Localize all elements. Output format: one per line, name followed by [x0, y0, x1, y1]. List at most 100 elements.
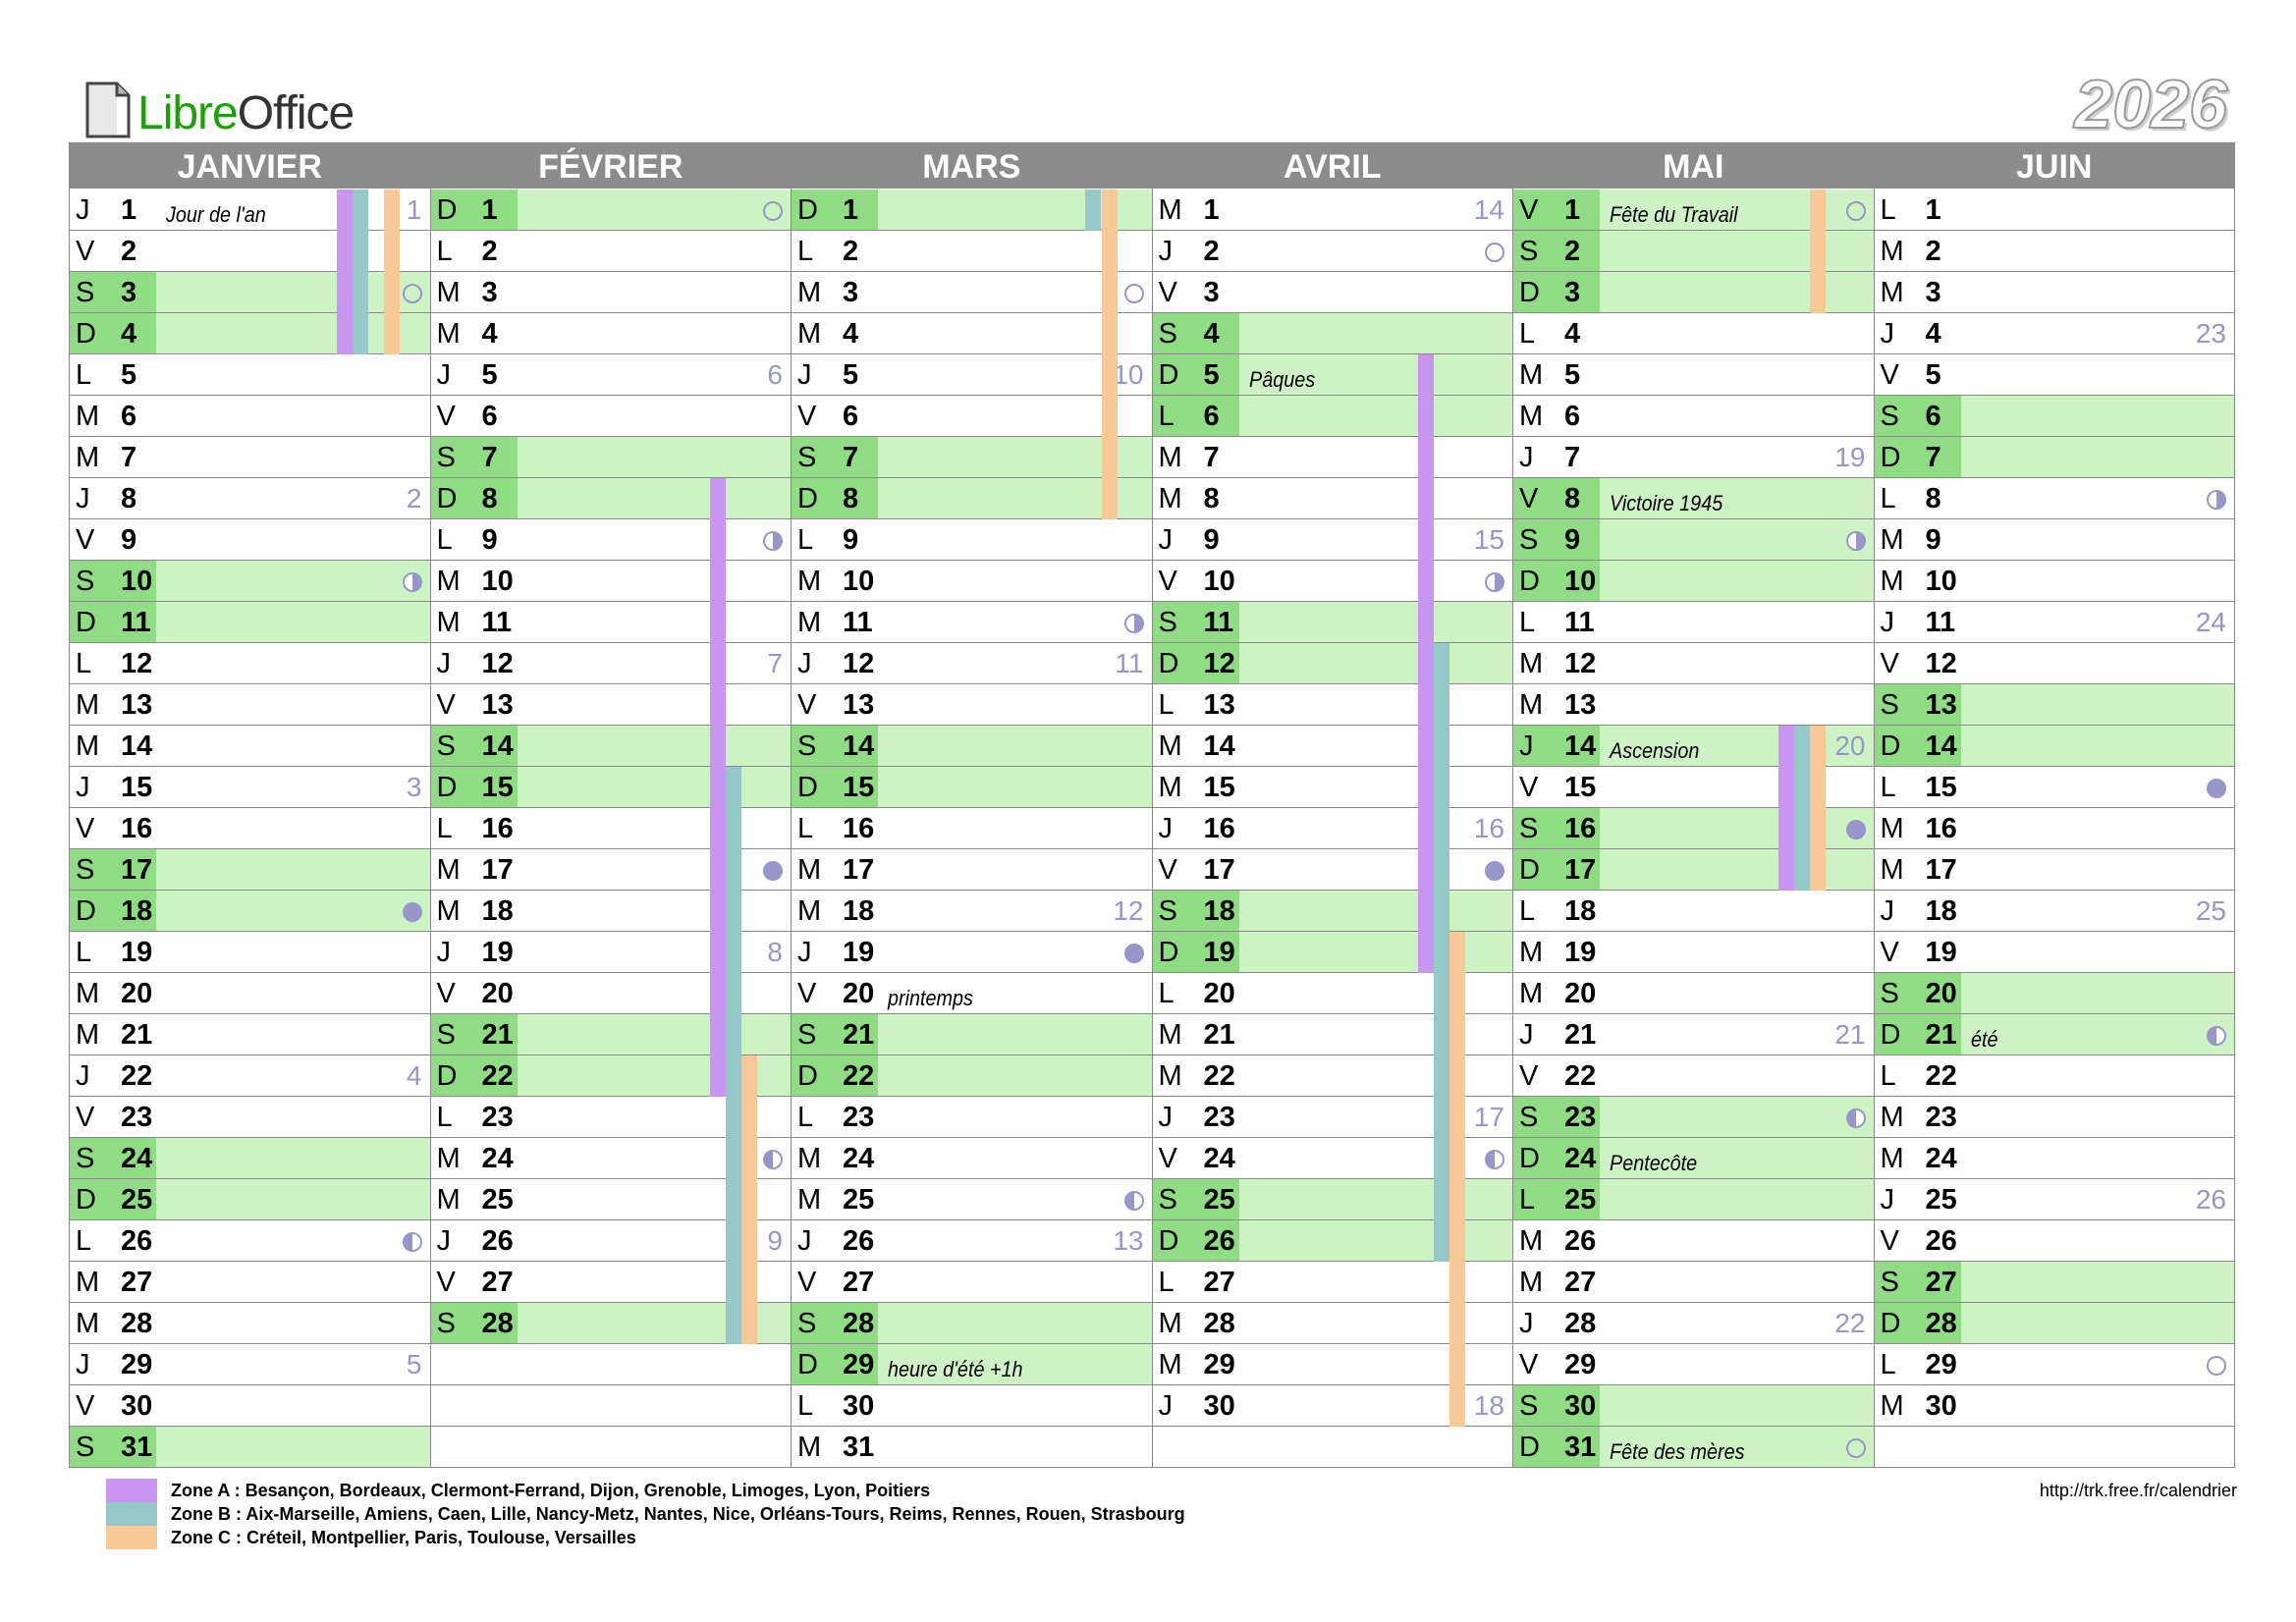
- zone-b-bar: [1794, 849, 1810, 891]
- weekday-letter: J: [797, 648, 812, 679]
- weekend-day-shade: [1152, 396, 1239, 436]
- week-number: 14: [1473, 194, 1504, 225]
- day-number: 16: [843, 813, 875, 844]
- day-number: 7: [843, 442, 859, 473]
- zone-b-bar: [725, 849, 741, 891]
- weekend-day-shade: [1513, 1427, 1600, 1467]
- event-label: Fête des mères: [1610, 1439, 1745, 1464]
- weekend-day-shade: [70, 313, 156, 353]
- weekend-day-shade: [792, 1055, 878, 1096]
- weekday-letter: S: [1158, 895, 1177, 927]
- day-number: 28: [1925, 1308, 1957, 1339]
- day-number: 1: [1564, 194, 1581, 226]
- weekend-day-shade: [1152, 1220, 1239, 1261]
- day-row: M 18 12: [792, 891, 1152, 932]
- weekday-letter: M: [1880, 524, 1904, 556]
- day-number: 24: [121, 1143, 153, 1174]
- day-number: 30: [1564, 1390, 1597, 1422]
- weekday-letter: V: [797, 401, 817, 432]
- day-row: V 17: [1152, 849, 1512, 891]
- legend-swatch-a: [106, 1479, 157, 1502]
- zone-c-bar: [740, 1220, 757, 1262]
- new-moon-icon: [763, 201, 783, 221]
- weekday-letter: S: [436, 730, 456, 762]
- day-row: M 13: [70, 684, 430, 726]
- zone-a-bar: [1778, 808, 1794, 849]
- day-number: 23: [1203, 1102, 1235, 1133]
- weekend-day-shade: [430, 1303, 518, 1343]
- weekday-letter: J: [1158, 1102, 1174, 1133]
- weekday-letter: D: [436, 483, 458, 514]
- weekday-letter: S: [436, 1019, 456, 1051]
- day-number: 29: [843, 1349, 875, 1380]
- week-number: 25: [2195, 895, 2226, 926]
- day-number: 9: [121, 524, 137, 556]
- weekend-day-shade: [70, 561, 156, 601]
- day-number: 17: [481, 854, 514, 886]
- weekend-day-shade: [430, 1055, 518, 1096]
- event-label: Jour de l'an: [166, 202, 266, 227]
- day-number: 3: [1925, 277, 1941, 308]
- weekday-letter: L: [1880, 194, 1896, 226]
- zone-a-bar: [1778, 849, 1794, 891]
- zone-c-bar: [740, 1055, 757, 1097]
- weekday-letter: S: [1880, 689, 1899, 721]
- legend-swatch-b: [106, 1502, 157, 1526]
- day-row: J 18 25: [1874, 891, 2234, 932]
- day-number: 31: [843, 1432, 875, 1463]
- full-moon-icon: [2207, 779, 2226, 798]
- zone-b-bar: [1794, 767, 1810, 808]
- first-quarter-icon: [1845, 531, 1866, 551]
- zone-c-bar: [1810, 808, 1826, 849]
- day-number: 17: [1564, 854, 1597, 886]
- zone-c-bar: [1449, 1303, 1465, 1344]
- day-number: 31: [121, 1432, 153, 1463]
- weekday-letter: S: [797, 1308, 817, 1339]
- day-number: 4: [481, 318, 498, 350]
- day-number: 16: [1925, 813, 1957, 844]
- day-row: J 30 18: [1152, 1385, 1512, 1427]
- weekend-day-shade: [70, 272, 156, 312]
- zone-a-bar: [1417, 561, 1434, 602]
- day-row: M 10: [430, 561, 791, 602]
- day-number: 24: [1564, 1143, 1597, 1174]
- day-number: 17: [843, 854, 875, 886]
- day-row: L 19: [70, 932, 430, 973]
- day-row: M 27: [70, 1262, 430, 1303]
- week-number: 11: [1115, 648, 1144, 678]
- day-row: M 14: [70, 726, 430, 767]
- weekday-letter: J: [1158, 813, 1174, 844]
- weekend-day-shade: [1513, 808, 1600, 848]
- day-row: M 25: [430, 1179, 791, 1220]
- weekend-day-shade: [1874, 396, 1961, 436]
- day-row: J 12 7: [430, 643, 791, 684]
- day-row: M 12: [1513, 643, 1874, 684]
- day-number: 25: [1925, 1184, 1957, 1216]
- day-row: L 16: [792, 808, 1152, 849]
- day-row: M 13: [1513, 684, 1874, 726]
- weekday-letter: V: [1880, 648, 1899, 679]
- day-number: 21: [1925, 1019, 1957, 1051]
- zone-a-bar: [1417, 602, 1434, 643]
- day-row: M 21: [70, 1014, 430, 1055]
- day-number: 18: [1203, 895, 1235, 927]
- weekday-letter: V: [797, 1267, 817, 1298]
- day-number: 3: [481, 277, 498, 308]
- weekend-day-shade: [792, 189, 878, 230]
- day-row: D 28: [1874, 1303, 2234, 1344]
- weekday-letter: D: [1158, 359, 1179, 391]
- weekend-day-shade: [1513, 849, 1600, 890]
- day-row: V 13: [430, 684, 791, 726]
- week-number: 1: [406, 194, 422, 225]
- day-row: V 1 Fête du Travail: [1513, 189, 1874, 231]
- day-number: 19: [121, 937, 153, 968]
- day-number: 1: [121, 194, 137, 226]
